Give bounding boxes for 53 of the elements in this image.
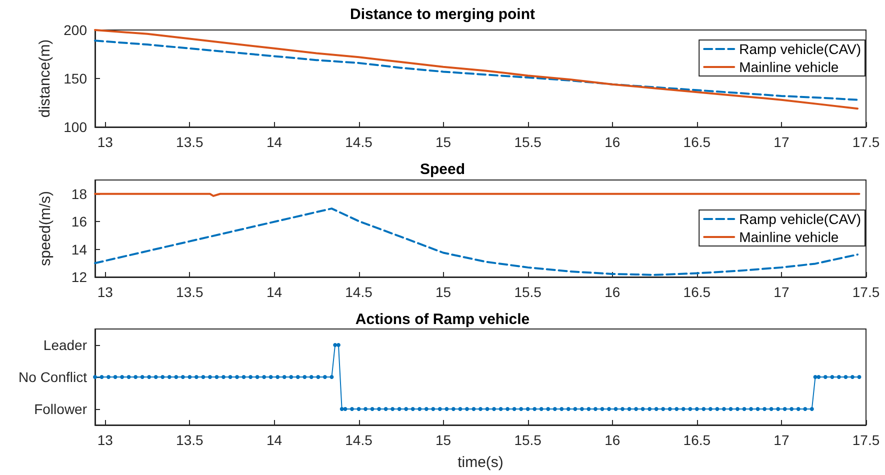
x-tick-label: 15.5 bbox=[514, 134, 542, 150]
x-tick-label: 13.5 bbox=[176, 134, 204, 150]
category-label: No Conflict bbox=[18, 369, 87, 385]
line-series bbox=[94, 208, 859, 276]
x-tick-label: 16 bbox=[604, 134, 620, 150]
x-tick-label: 17.5 bbox=[852, 432, 880, 448]
x-tick-label: 13 bbox=[97, 432, 114, 448]
x-tick-label: 13.5 bbox=[176, 432, 204, 448]
x-tick-label: 17 bbox=[774, 134, 790, 150]
x-tick-label: 14.5 bbox=[345, 432, 373, 448]
x-tick-label: 17 bbox=[774, 432, 790, 448]
x-tick-label: 14 bbox=[266, 432, 282, 448]
x-tick-label: 16 bbox=[604, 284, 620, 300]
y-tick-label: 150 bbox=[64, 70, 88, 86]
y-axis-title: speed(m/s) bbox=[37, 190, 54, 266]
x-tick-label: 15 bbox=[436, 432, 452, 448]
x-axis-title: time(s) bbox=[458, 454, 504, 471]
x-tick-label: 14 bbox=[266, 284, 282, 300]
legend-label: Mainline vehicle bbox=[739, 229, 839, 245]
x-tick-label: 14 bbox=[266, 134, 282, 150]
x-tick-label: 15.5 bbox=[514, 284, 542, 300]
y-tick-label: 12 bbox=[71, 269, 88, 285]
x-tick-label: 14.5 bbox=[345, 284, 373, 300]
line-series bbox=[94, 29, 859, 110]
x-tick-label: 15.5 bbox=[514, 432, 542, 448]
chart-title: Speed bbox=[420, 161, 466, 178]
x-tick-label: 13 bbox=[97, 134, 114, 150]
y-tick-label: 14 bbox=[71, 241, 88, 258]
category-label: Leader bbox=[43, 337, 87, 353]
chart-title: Distance to merging point bbox=[350, 6, 536, 23]
x-tick-label: 14.5 bbox=[345, 134, 373, 150]
line-series bbox=[94, 40, 859, 101]
x-tick-label: 15 bbox=[436, 284, 452, 300]
x-tick-label: 16.5 bbox=[683, 134, 711, 150]
x-tick-label: 17.5 bbox=[852, 134, 880, 150]
legend-label: Ramp vehicle(CAV) bbox=[739, 41, 862, 57]
y-tick-label: 16 bbox=[71, 214, 88, 230]
x-tick-label: 16 bbox=[604, 432, 620, 448]
x-tick-label: 17 bbox=[774, 284, 790, 300]
x-tick-label: 13.5 bbox=[176, 284, 204, 300]
y-axis-title: distance(m) bbox=[36, 39, 54, 118]
y-tick-label: 100 bbox=[64, 119, 88, 135]
x-tick-label: 17.5 bbox=[852, 284, 880, 300]
chart-title: Actions of Ramp vehicle bbox=[355, 311, 530, 328]
y-tick-label: 18 bbox=[71, 186, 88, 202]
y-tick-label: 200 bbox=[64, 22, 88, 38]
legend-label: Mainline vehicle bbox=[739, 59, 839, 75]
category-label: Follower bbox=[34, 401, 87, 417]
x-tick-label: 13 bbox=[97, 284, 114, 300]
x-tick-label: 15 bbox=[436, 134, 452, 150]
x-tick-label: 16.5 bbox=[683, 284, 711, 300]
legend-label: Ramp vehicle(CAV) bbox=[739, 211, 862, 227]
x-tick-label: 16.5 bbox=[683, 432, 711, 448]
